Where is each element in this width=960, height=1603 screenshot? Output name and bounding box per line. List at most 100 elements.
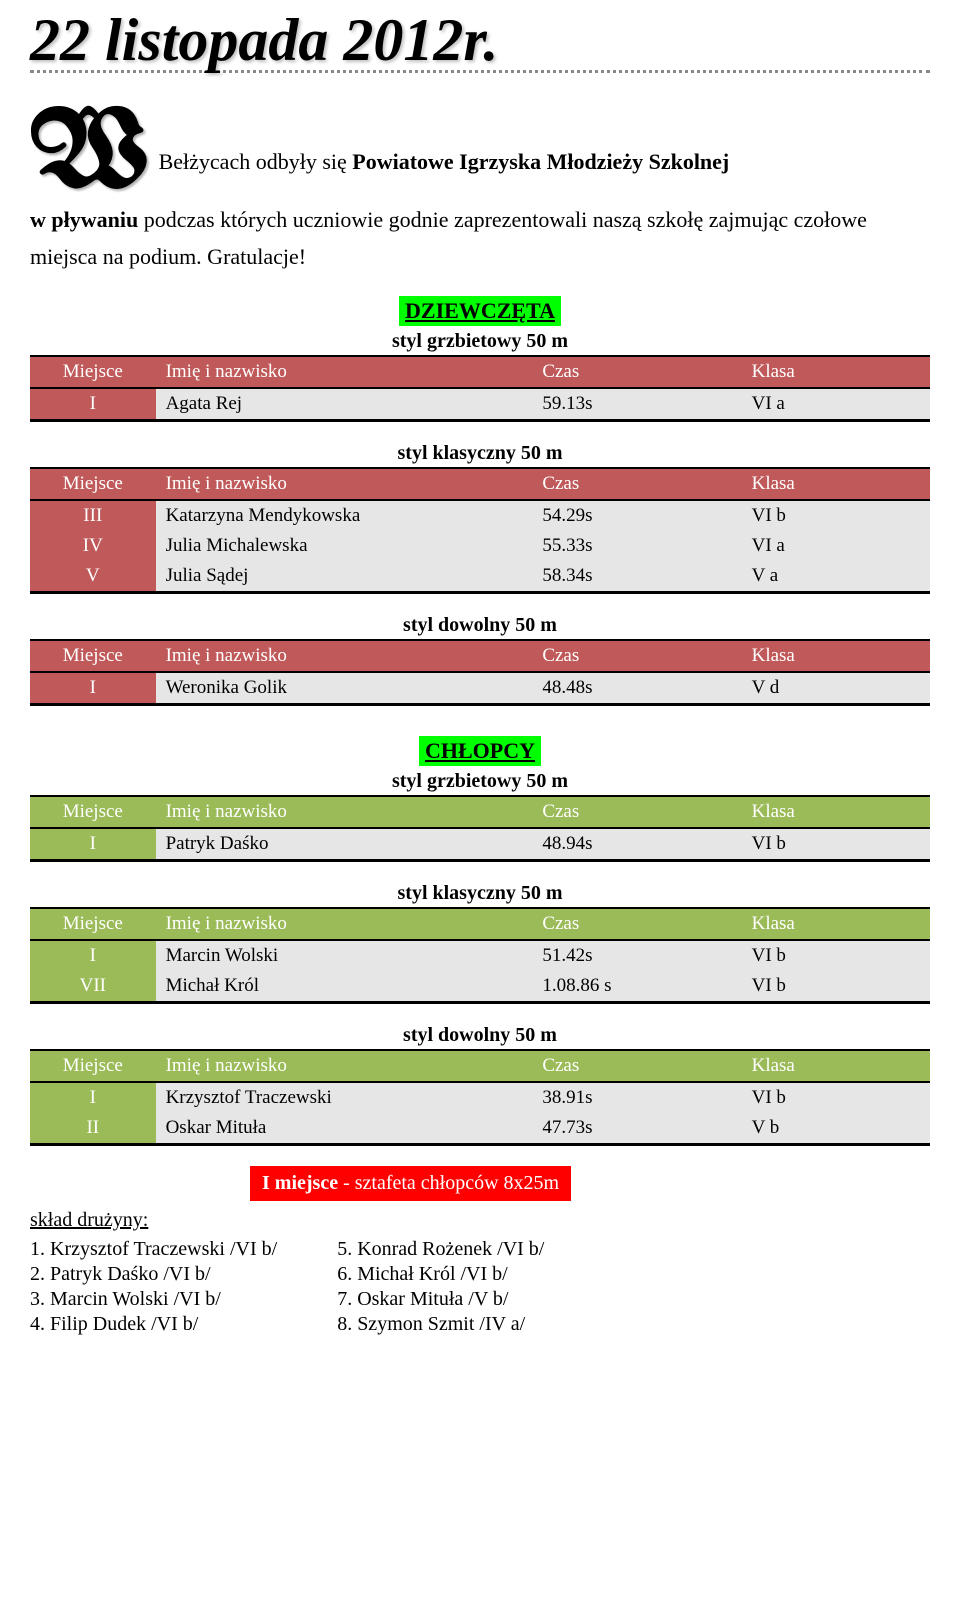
time-cell: 54.29s <box>532 500 741 531</box>
results-table: MiejsceImię i nazwiskoCzasKlasaIKrzyszto… <box>30 1049 930 1146</box>
table-header-cell: Klasa <box>742 356 930 388</box>
table-header-cell: Klasa <box>742 796 930 828</box>
time-cell: 58.34s <box>532 561 741 593</box>
table-caption: styl grzbietowy 50 m <box>30 330 930 353</box>
table-header-cell: Czas <box>532 908 741 940</box>
results-table: MiejsceImię i nazwiskoCzasKlasaIMarcin W… <box>30 907 930 1004</box>
table-row: IMarcin Wolski51.42sVI b <box>30 940 930 971</box>
klasa-cell: VI b <box>742 1082 930 1113</box>
team-member: 5. Konrad Rożenek /VI b/ <box>337 1238 544 1261</box>
klasa-cell: VI b <box>742 828 930 861</box>
team-left-list: 1. Krzysztof Traczewski /VI b/2. Patryk … <box>30 1236 277 1338</box>
relay-badge-wrap: I miejsce - sztafeta chłopców 8x25m <box>30 1166 930 1209</box>
place-cell: IV <box>30 531 156 561</box>
place-cell: III <box>30 500 156 531</box>
table-header-cell: Czas <box>532 468 741 500</box>
table-row: IAgata Rej59.13sVI a <box>30 388 930 421</box>
time-cell: 59.13s <box>532 388 741 421</box>
time-cell: 51.42s <box>532 940 741 971</box>
table-header-cell: Miejsce <box>30 796 156 828</box>
table-row: IIOskar Mituła47.73sV b <box>30 1113 930 1145</box>
table-header-cell: Czas <box>532 356 741 388</box>
table-header-cell: Miejsce <box>30 468 156 500</box>
table-row: IWeronika Golik48.48sV d <box>30 672 930 705</box>
team-member: 4. Filip Dudek /VI b/ <box>30 1313 277 1336</box>
table-header-cell: Miejsce <box>30 908 156 940</box>
name-cell: Katarzyna Mendykowska <box>156 500 533 531</box>
table-header-cell: Klasa <box>742 908 930 940</box>
team-member: 2. Patryk Daśko /VI b/ <box>30 1263 277 1286</box>
klasa-cell: VI b <box>742 940 930 971</box>
time-cell: 1.08.86 s <box>532 971 741 1003</box>
time-cell: 47.73s <box>532 1113 741 1145</box>
place-cell: I <box>30 940 156 971</box>
table-row: VJulia Sądej58.34sV a <box>30 561 930 593</box>
table-header-cell: Imię i nazwisko <box>156 356 533 388</box>
place-cell: I <box>30 672 156 705</box>
name-cell: Oskar Mituła <box>156 1113 533 1145</box>
table-header-cell: Imię i nazwisko <box>156 468 533 500</box>
table-caption: styl dowolny 50 m <box>30 1024 930 1047</box>
table-row: IKrzysztof Traczewski38.91sVI b <box>30 1082 930 1113</box>
table-caption: styl klasyczny 50 m <box>30 442 930 465</box>
intro-part1: Bełżycach odbyły się <box>159 149 353 174</box>
place-cell: I <box>30 1082 156 1113</box>
intro-bold2: w pływaniu <box>30 207 138 232</box>
page-title: 22 listopada 2012r. <box>30 10 930 73</box>
relay-badge: I miejsce - sztafeta chłopców 8x25m <box>250 1166 571 1201</box>
relay-badge-bold: I miejsce <box>262 1172 338 1194</box>
name-cell: Patryk Daśko <box>156 828 533 861</box>
name-cell: Agata Rej <box>156 388 533 421</box>
girls-section-header: DZIEWCZĘTA <box>30 296 930 326</box>
results-table: MiejsceImię i nazwiskoCzasKlasa IIIKatarz… <box>30 467 930 594</box>
dropcap-letter: W <box>30 103 149 201</box>
place-cell: V <box>30 561 156 593</box>
table-caption: styl grzbietowy 50 m <box>30 770 930 793</box>
intro-bold1: Powiatowe Igrzyska Młodzieży Szkolnej <box>352 149 729 174</box>
table-header-cell: Imię i nazwisko <box>156 908 533 940</box>
klasa-cell: VI a <box>742 531 930 561</box>
klasa-cell: V b <box>742 1113 930 1145</box>
team-columns: 1. Krzysztof Traczewski /VI b/2. Patryk … <box>30 1236 930 1338</box>
name-cell: Weronika Golik <box>156 672 533 705</box>
table-header-cell: Imię i nazwisko <box>156 796 533 828</box>
girls-tables: styl grzbietowy 50 mMiejsceImię i nazwis… <box>30 330 930 706</box>
intro-text-rest: w pływaniu podczas których uczniowie god… <box>30 201 930 276</box>
boys-tables: styl grzbietowy 50 mMiejsceImię i nazwis… <box>30 770 930 1146</box>
table-row: VIIMichał Król1.08.86 sVI b <box>30 971 930 1003</box>
name-cell: Julia Sądej <box>156 561 533 593</box>
team-member: 8. Szymon Szmit /IV a/ <box>337 1313 544 1336</box>
place-cell: I <box>30 388 156 421</box>
place-cell: I <box>30 828 156 861</box>
girls-badge: DZIEWCZĘTA <box>399 296 561 326</box>
klasa-cell: VI a <box>742 388 930 421</box>
intro-part2: podczas których uczniowie godnie zapreze… <box>30 207 867 269</box>
table-header-cell: Miejsce <box>30 356 156 388</box>
boys-section-header: CHŁOPCY <box>30 736 930 766</box>
table-header-cell: Miejsce <box>30 640 156 672</box>
place-cell: VII <box>30 971 156 1003</box>
results-table: MiejsceImię i nazwiskoCzasKlasaIWeronika… <box>30 639 930 706</box>
results-table: MiejsceImię i nazwiskoCzasKlasaIPatryk D… <box>30 795 930 862</box>
team-label: skład drużyny: <box>30 1209 930 1232</box>
name-cell: Marcin Wolski <box>156 940 533 971</box>
table-header-cell: Klasa <box>742 468 930 500</box>
team-member: 3. Marcin Wolski /VI b/ <box>30 1288 277 1311</box>
table-row: IPatryk Daśko48.94sVI b <box>30 828 930 861</box>
table-row: IVJulia Michalewska55.33sVI a <box>30 531 930 561</box>
klasa-cell: V d <box>742 672 930 705</box>
name-cell: Julia Michalewska <box>156 531 533 561</box>
relay-badge-rest: - sztafeta chłopców 8x25m <box>338 1172 559 1194</box>
time-cell: 48.48s <box>532 672 741 705</box>
team-right-list: 5. Konrad Rożenek /VI b/6. Michał Król /… <box>337 1236 544 1338</box>
results-table: MiejsceImię i nazwiskoCzasKlasaIAgata Re… <box>30 355 930 422</box>
table-caption: styl dowolny 50 m <box>30 614 930 637</box>
time-cell: 38.91s <box>532 1082 741 1113</box>
place-cell: II <box>30 1113 156 1145</box>
name-cell: Krzysztof Traczewski <box>156 1082 533 1113</box>
table-header-cell: Klasa <box>742 1050 930 1082</box>
team-member: 6. Michał Król /VI b/ <box>337 1263 544 1286</box>
time-cell: 48.94s <box>532 828 741 861</box>
intro-row: W Bełżycach odbyły się Powiatowe Igrzysk… <box>30 103 930 201</box>
team-member: 1. Krzysztof Traczewski /VI b/ <box>30 1238 277 1261</box>
